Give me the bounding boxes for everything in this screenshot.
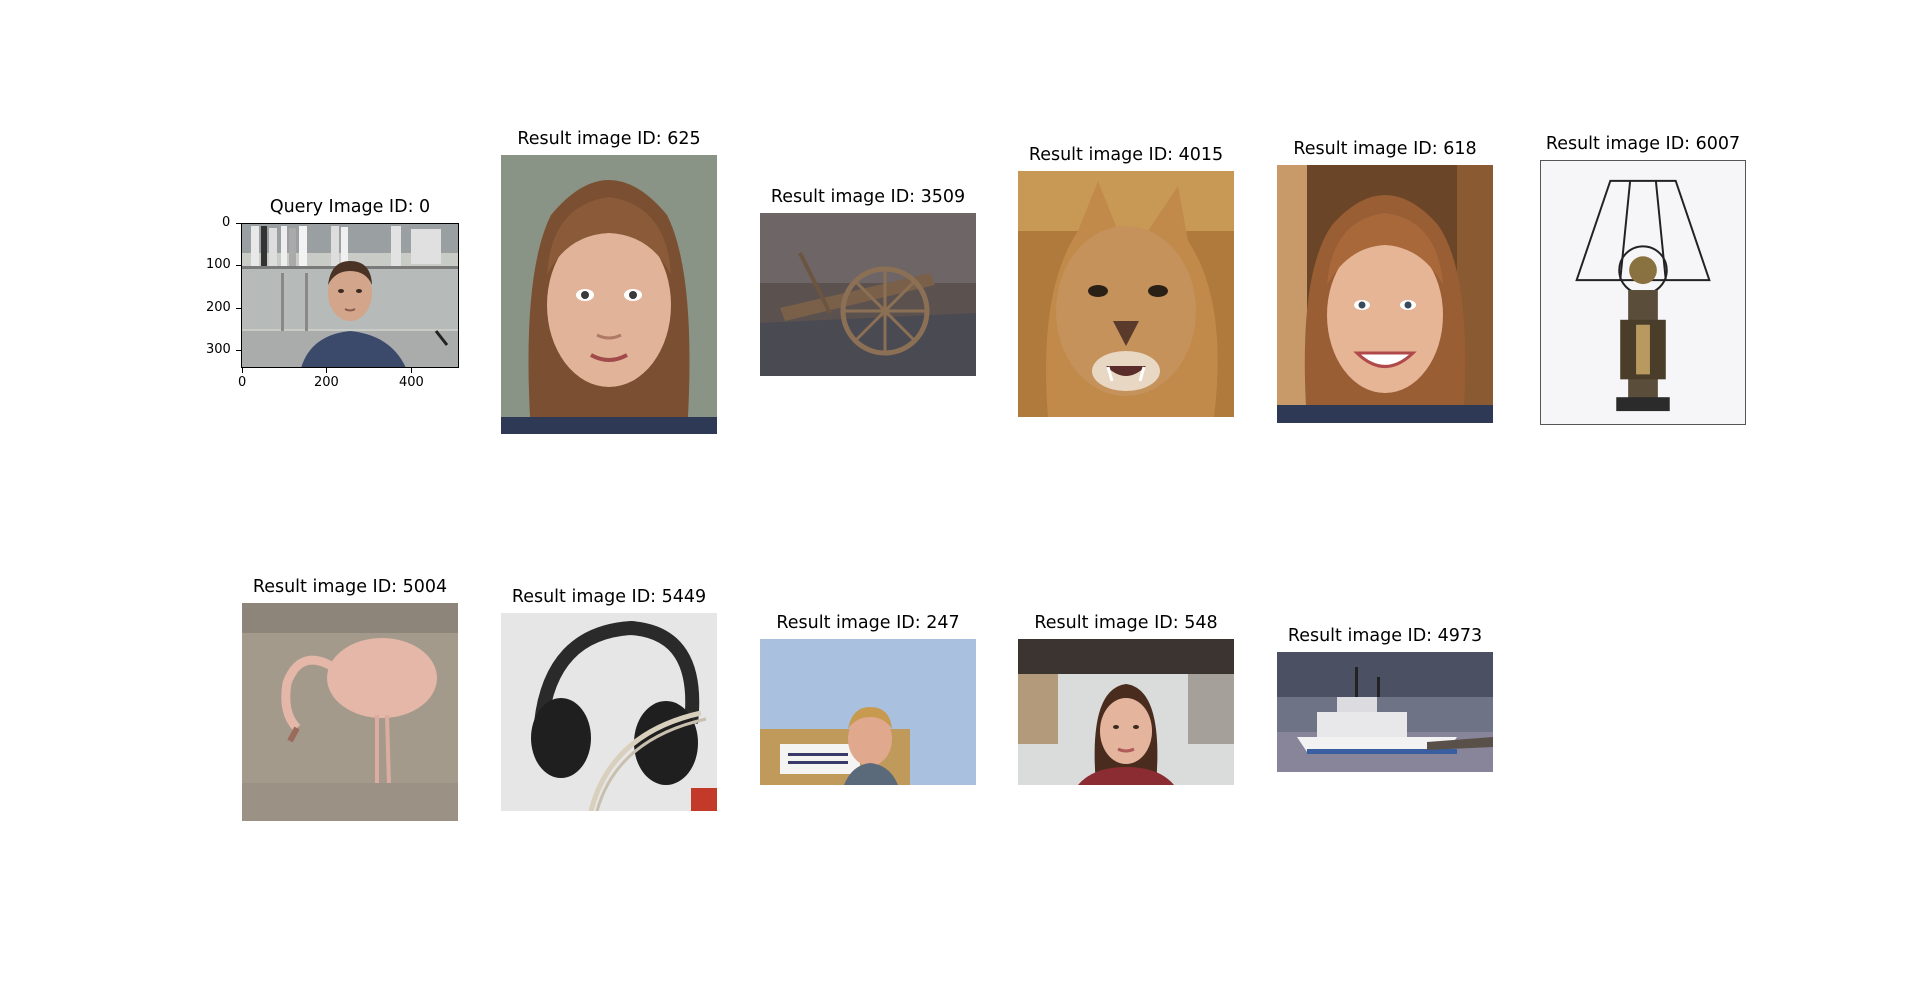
result-panel: Result image ID: 247 bbox=[760, 613, 976, 785]
result-panel: Result image ID: 3509 bbox=[760, 187, 976, 376]
y-tick bbox=[236, 265, 241, 266]
query-panel: Query Image ID: 0 bbox=[241, 197, 459, 368]
query-axes-frame bbox=[241, 223, 459, 368]
y-tick-label: 0 bbox=[222, 215, 231, 230]
result-title: Result image ID: 5449 bbox=[511, 587, 707, 607]
young-woman-image bbox=[1018, 639, 1234, 785]
woman-face-portrait-image bbox=[501, 155, 717, 434]
result-title: Result image ID: 3509 bbox=[770, 187, 966, 207]
y-tick bbox=[236, 350, 241, 351]
result-title: Result image ID: 548 bbox=[1034, 613, 1218, 633]
result-panel: Result image ID: 548 bbox=[1018, 613, 1234, 785]
ferry-boat-image bbox=[1277, 652, 1493, 772]
result-panel: Result image ID: 4015 bbox=[1018, 145, 1234, 417]
y-tick bbox=[236, 223, 241, 224]
result-panel: Result image ID: 625 bbox=[501, 129, 717, 434]
smiling-woman-image bbox=[1277, 165, 1493, 423]
art-deco-lamp-image bbox=[1540, 160, 1746, 425]
query-image bbox=[241, 223, 459, 368]
result-panel: Result image ID: 5449 bbox=[501, 587, 717, 811]
x-tick bbox=[411, 368, 412, 373]
y-tick-label: 100 bbox=[206, 257, 231, 272]
wooden-cart-image bbox=[760, 213, 976, 376]
man-with-sign-image bbox=[760, 639, 976, 785]
x-tick-label: 0 bbox=[238, 375, 247, 390]
result-title: Result image ID: 4973 bbox=[1287, 626, 1483, 646]
x-tick-label: 400 bbox=[399, 375, 424, 390]
result-title: Result image ID: 5004 bbox=[252, 577, 448, 597]
result-panel: Result image ID: 4973 bbox=[1277, 626, 1493, 772]
result-panel: Result image ID: 618 bbox=[1277, 139, 1493, 423]
cougar-image bbox=[1018, 171, 1234, 417]
result-title: Result image ID: 625 bbox=[517, 129, 701, 149]
result-panel: Result image ID: 5004 bbox=[242, 577, 458, 821]
x-tick-label: 200 bbox=[314, 375, 339, 390]
result-title: Result image ID: 6007 bbox=[1545, 134, 1741, 154]
y-tick-label: 200 bbox=[206, 300, 231, 315]
result-title: Result image ID: 4015 bbox=[1028, 145, 1224, 165]
flamingo-image bbox=[242, 603, 458, 821]
result-panel: Result image ID: 6007 bbox=[1535, 134, 1751, 425]
x-tick bbox=[242, 368, 243, 373]
headphones-image bbox=[501, 613, 717, 811]
y-tick bbox=[236, 308, 241, 309]
y-tick-label: 300 bbox=[206, 342, 231, 357]
result-title: Result image ID: 618 bbox=[1293, 139, 1477, 159]
query-title: Query Image ID: 0 bbox=[269, 197, 431, 217]
result-title: Result image ID: 247 bbox=[776, 613, 960, 633]
x-tick bbox=[326, 368, 327, 373]
